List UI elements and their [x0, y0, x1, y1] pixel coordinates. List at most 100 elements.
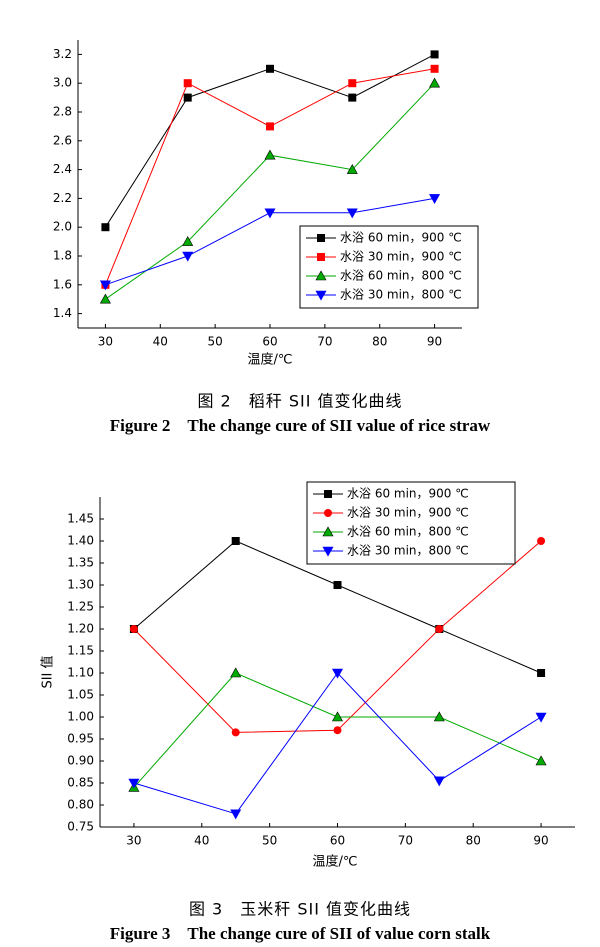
- legend-box: [299, 225, 479, 309]
- legend-box: [306, 481, 516, 565]
- caption-en: Figure 2 The change cure of SII value of…: [110, 416, 491, 435]
- data-point: [264, 149, 276, 160]
- data-point: [266, 122, 274, 131]
- y-tick-label: 2.8: [53, 105, 72, 119]
- x-tick-label: 40: [153, 335, 168, 349]
- series-line: [105, 53, 435, 228]
- y-tick-label: 0.80: [67, 798, 94, 812]
- data-point: [99, 280, 111, 291]
- legend-marker: [315, 290, 327, 301]
- legend-label: 水浴 60 min，800 ℃: [347, 525, 469, 539]
- data-point: [230, 667, 242, 678]
- x-tick-label: 30: [98, 335, 113, 349]
- y-tick-label: 2.6: [53, 133, 72, 147]
- x-tick-label: 70: [398, 834, 413, 848]
- x-tick-label: 70: [317, 335, 332, 349]
- y-tick-label: 2.4: [53, 162, 72, 176]
- x-tick-label: 80: [372, 335, 387, 349]
- y-tick-label: 1.25: [67, 600, 94, 614]
- data-point: [331, 668, 344, 679]
- y-tick-label: 1.10: [67, 666, 94, 680]
- y-tick-label: 1.15: [67, 644, 94, 658]
- data-point: [535, 712, 547, 723]
- caption-en: Figure 3 The change cure of SII of value…: [110, 924, 491, 943]
- y-tick-label: 1.00: [67, 710, 94, 724]
- data-point: [266, 64, 274, 73]
- data-point: [183, 79, 192, 88]
- legend-label: 水浴 30 min，800 ℃: [347, 544, 469, 558]
- y-tick-label: 3.0: [53, 76, 72, 90]
- legend-marker: [322, 546, 334, 557]
- x-tick-label: 60: [330, 834, 345, 848]
- y-tick-label: 1.4: [53, 306, 72, 320]
- y-tick-label: 1.45: [67, 512, 94, 526]
- legend-marker: [324, 509, 332, 517]
- legend-marker: [315, 270, 327, 281]
- y-tick-label: 2.0: [53, 220, 72, 234]
- data-point: [429, 194, 441, 205]
- y-tick-label: 0.85: [67, 776, 94, 790]
- y-tick-label: 2.2: [53, 191, 72, 205]
- y-tick-label: 1.20: [67, 622, 94, 636]
- legend-label: 水浴 30 min，900 ℃: [340, 250, 462, 264]
- data-point: [537, 669, 546, 677]
- x-tick-label: 90: [533, 834, 548, 848]
- y-tick-label: 1.40: [67, 534, 94, 548]
- data-point: [264, 208, 276, 219]
- data-point: [429, 77, 441, 88]
- data-point: [331, 711, 344, 722]
- x-axis-label: 温度/℃: [313, 854, 358, 870]
- series-line: [133, 672, 542, 815]
- legend-marker: [322, 526, 334, 537]
- data-point: [129, 625, 138, 633]
- y-tick-label: 1.6: [53, 277, 72, 291]
- caption-cn: 图 2 稻秆 SII 值变化曲线: [197, 392, 402, 411]
- x-tick-label: 50: [208, 335, 223, 349]
- data-point: [101, 223, 110, 232]
- legend-label: 水浴 60 min，900 ℃: [340, 231, 462, 245]
- data-point: [182, 251, 194, 262]
- data-point: [435, 625, 444, 633]
- series-line: [133, 540, 542, 733]
- x-tick-label: 40: [194, 834, 209, 848]
- y-tick-label: 1.35: [67, 556, 94, 570]
- y-tick-label: 0.90: [67, 754, 94, 768]
- legend-label: 水浴 30 min，900 ℃: [347, 506, 469, 520]
- y-tick-label: 1.05: [67, 688, 94, 702]
- x-tick-label: 90: [427, 335, 442, 349]
- data-point: [99, 293, 111, 304]
- data-point: [537, 537, 546, 545]
- data-point: [348, 79, 357, 88]
- legend-label: 水浴 30 min，800 ℃: [340, 288, 462, 302]
- legend-marker: [317, 234, 325, 242]
- data-point: [433, 711, 445, 722]
- data-point: [430, 50, 439, 59]
- y-tick-label: 1.30: [67, 578, 94, 592]
- y-tick-label: 0.95: [67, 732, 94, 746]
- x-tick-label: 60: [262, 335, 277, 349]
- data-point: [128, 778, 140, 789]
- x-tick-label: 30: [126, 834, 141, 848]
- x-tick-label: 80: [466, 834, 481, 848]
- data-point: [333, 581, 342, 589]
- data-point: [346, 163, 358, 174]
- data-point: [346, 208, 358, 219]
- y-axis-label: SII 值: [40, 655, 56, 688]
- caption-cn: 图 3 玉米秆 SII 值变化曲线: [189, 900, 411, 919]
- data-point: [182, 235, 194, 246]
- data-point: [535, 755, 547, 766]
- data-point: [231, 537, 240, 545]
- legend-label: 水浴 60 min，900 ℃: [347, 487, 469, 501]
- data-point: [433, 776, 445, 787]
- data-point: [230, 809, 242, 820]
- legend-marker: [317, 253, 325, 261]
- x-axis-label: 温度/℃: [248, 352, 293, 368]
- data-point: [430, 64, 439, 73]
- y-tick-label: 0.75: [67, 820, 94, 834]
- data-point: [231, 728, 240, 737]
- y-tick-label: 3.2: [53, 47, 72, 61]
- legend-label: 水浴 60 min，800 ℃: [340, 269, 462, 283]
- data-point: [348, 93, 357, 102]
